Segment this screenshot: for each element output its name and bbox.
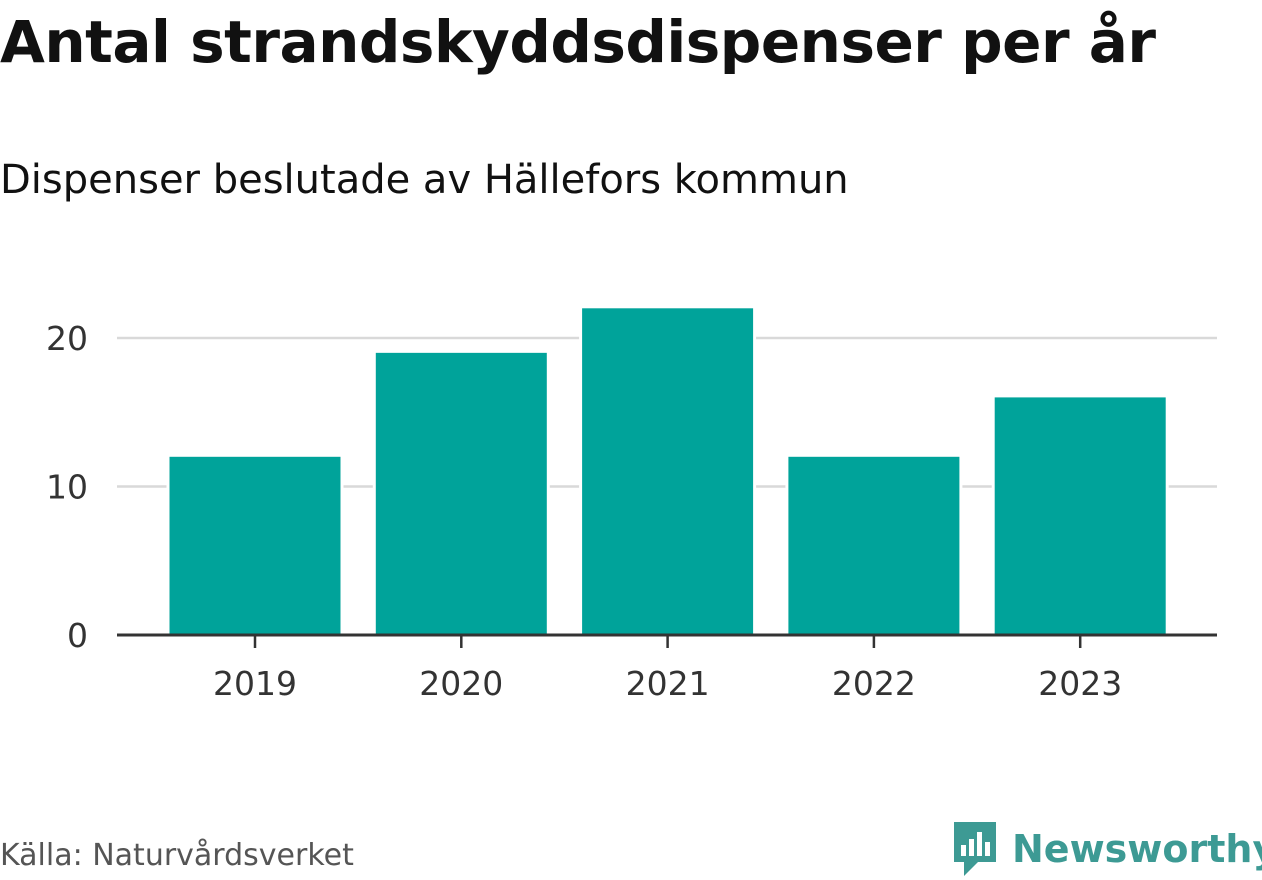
newsworthy-logo-icon bbox=[954, 822, 996, 876]
x-tick-label: 2021 bbox=[626, 664, 710, 703]
chart-title: Antal strandskyddsdispenser per år bbox=[0, 8, 1156, 76]
bar bbox=[375, 352, 547, 635]
x-tick-label: 2022 bbox=[832, 664, 916, 703]
x-tick-label: 2020 bbox=[419, 664, 503, 703]
bar bbox=[169, 456, 341, 635]
brand-logo: Newsworthy bbox=[950, 818, 1262, 880]
bar bbox=[994, 397, 1166, 635]
y-tick-label: 20 bbox=[46, 319, 88, 358]
x-tick-label: 2023 bbox=[1038, 664, 1122, 703]
y-tick-label: 10 bbox=[46, 468, 88, 507]
source-note: Källa: Naturvårdsverket bbox=[0, 838, 354, 873]
brand-name: Newsworthy bbox=[1012, 827, 1262, 871]
y-tick-label: 0 bbox=[67, 616, 88, 655]
chart-subtitle: Dispenser beslutade av Hällefors kommun bbox=[0, 157, 849, 203]
bar bbox=[582, 308, 754, 635]
x-tick-label: 2019 bbox=[213, 664, 297, 703]
bar bbox=[788, 456, 960, 635]
